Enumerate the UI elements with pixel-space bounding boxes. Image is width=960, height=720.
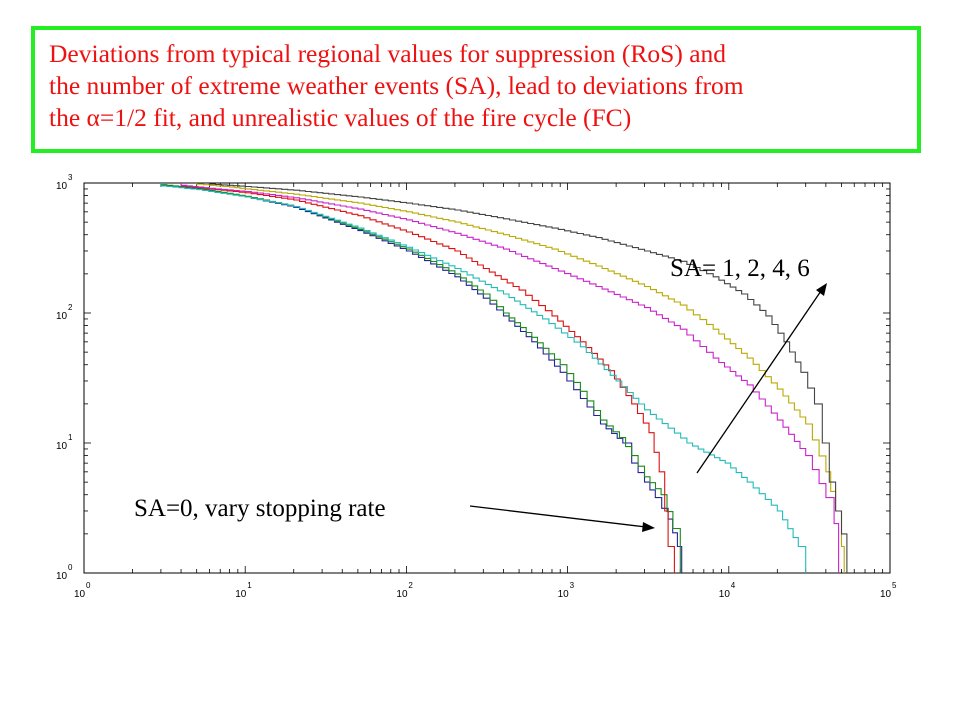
x-tick-exponent: 3 <box>570 581 575 590</box>
series-line-5 <box>180 183 840 573</box>
slide-title-line-1: Deviations from typical regional values … <box>49 39 727 68</box>
x-tick-exponent: 0 <box>86 581 91 590</box>
y-tick-label: 10 <box>56 311 68 322</box>
x-tick-label: 10 <box>719 589 731 600</box>
arrow-sa-zero-line <box>469 505 647 528</box>
series-line-4 <box>160 183 807 573</box>
y-tick-label: 10 <box>56 181 68 192</box>
slide-title-line-3: the α=1/2 fit, and unrealistic values of… <box>49 103 632 132</box>
x-tick-exponent: 1 <box>247 581 252 590</box>
plot-frame <box>83 182 891 574</box>
series-line-6 <box>196 183 845 573</box>
series-line-7 <box>208 183 848 573</box>
x-tick-label: 10 <box>396 589 408 600</box>
slide-title-line-2: the number of extreme weather events (SA… <box>49 71 744 100</box>
y-tick-exponent: 0 <box>68 563 73 572</box>
arrow-sa-values-line <box>696 287 824 474</box>
series-lines <box>160 183 848 573</box>
annotations: SA= 1, 2, 4, 6 SA=0, vary stopping rate <box>134 255 827 532</box>
x-tick-label: 10 <box>235 589 247 600</box>
y-tick-label: 10 <box>56 441 68 452</box>
y-tick-exponent: 3 <box>68 173 73 182</box>
y-tick-label: 10 <box>56 571 68 582</box>
y-tick-exponent: 1 <box>68 433 73 442</box>
x-tick-label: 10 <box>880 589 892 600</box>
x-tick-label: 10 <box>558 589 570 600</box>
arrow-sa-zero-head <box>642 522 655 532</box>
y-tick-exponent: 2 <box>68 303 73 312</box>
x-tick-exponent: 5 <box>892 581 897 590</box>
annotation-sa-values: SA= 1, 2, 4, 6 <box>670 255 810 282</box>
annotation-sa-zero: SA=0, vary stopping rate <box>134 495 386 522</box>
slide-title-box: Deviations from typical regional values … <box>31 26 921 153</box>
x-tick-exponent: 4 <box>731 581 736 590</box>
x-tick-label: 10 <box>74 589 86 600</box>
arrow-sa-values-head <box>816 283 827 296</box>
x-tick-exponent: 2 <box>408 581 413 590</box>
